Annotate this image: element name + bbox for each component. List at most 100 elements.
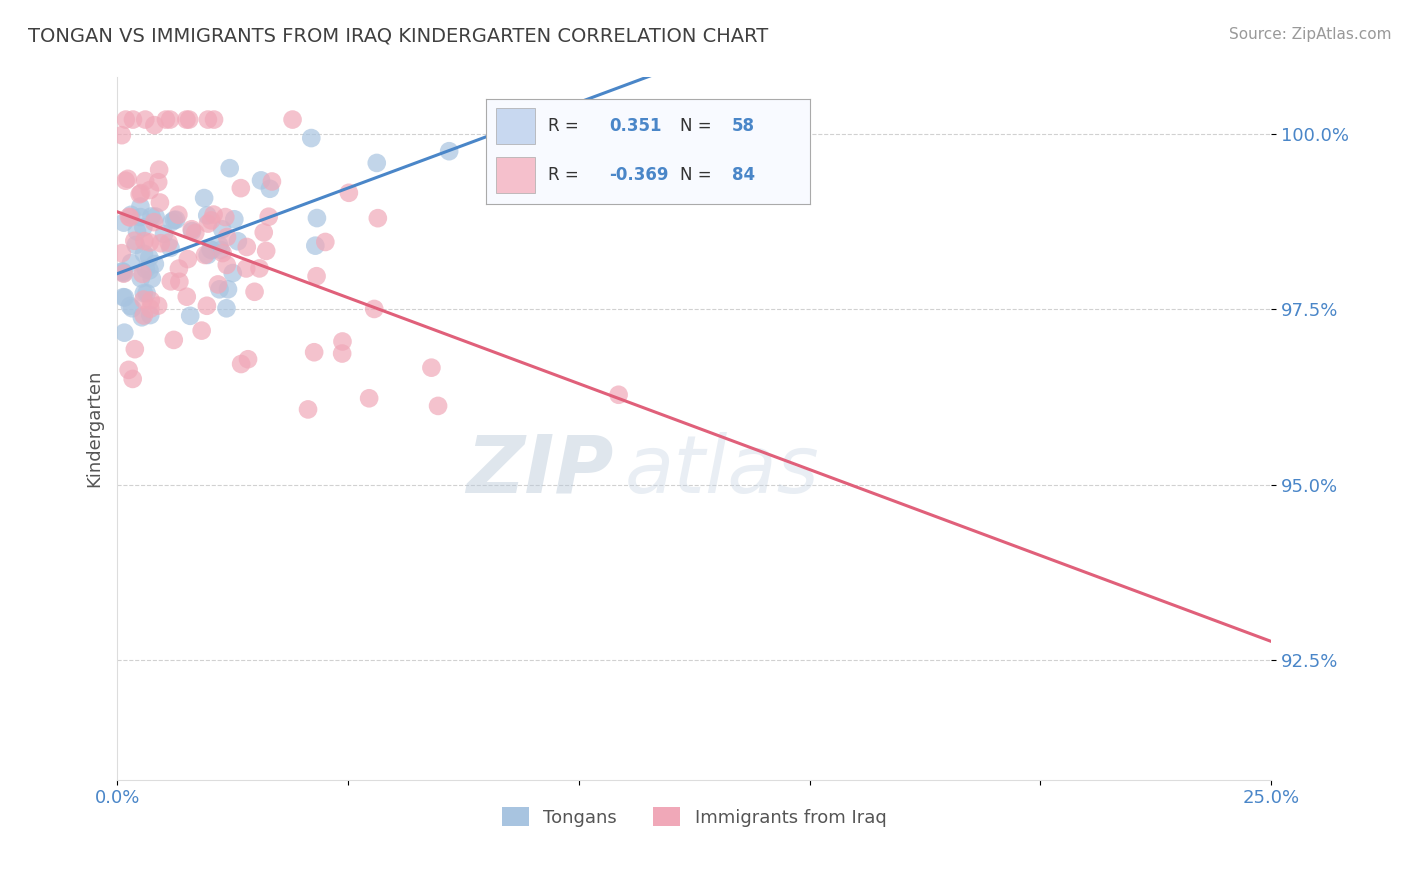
Point [177,252,200,266]
Point [112,267,135,281]
Point [141,271,163,285]
Point [160,215,183,229]
Point [155,112,177,127]
Point [163,333,186,347]
Point [143,257,166,271]
Point [305,211,328,225]
Point [176,112,198,127]
Point [132,247,155,261]
Point [149,236,172,251]
Point [190,324,212,338]
Point [229,181,252,195]
Point [129,210,152,224]
Point [215,258,238,272]
Point [302,345,325,359]
Text: Source: ZipAtlas.com: Source: ZipAtlas.com [1229,27,1392,42]
Point [200,243,222,257]
Point [226,234,249,248]
Point [209,243,232,257]
Point [297,402,319,417]
Point [195,208,218,222]
Point [132,309,155,323]
Point [141,210,163,224]
Point [259,182,281,196]
Point [197,217,219,231]
Point [169,275,191,289]
Point [153,227,176,241]
Point [135,262,157,277]
Point [165,212,187,227]
Point [139,235,162,250]
Point [211,246,233,260]
Point [143,118,166,132]
Point [229,357,252,371]
Point [112,290,135,304]
Point [114,112,136,127]
Point [117,171,139,186]
Point [314,235,336,249]
Point [139,308,162,322]
Point [149,195,172,210]
Point [179,112,201,127]
Point [359,392,381,406]
Point [427,399,450,413]
Point [236,352,259,367]
Point [202,208,225,222]
Point [111,264,134,278]
Point [129,186,152,201]
Point [163,213,186,227]
Point [193,191,215,205]
Point [207,277,229,292]
Point [112,266,135,280]
Y-axis label: Kindergarten: Kindergarten [86,370,103,487]
Point [121,301,143,316]
Point [249,261,271,276]
Point [124,342,146,356]
Point [222,266,245,280]
Point [332,334,354,349]
Point [337,186,360,200]
Point [184,226,207,240]
Point [197,248,219,262]
Point [437,145,460,159]
Text: TONGAN VS IMMIGRANTS FROM IRAQ KINDERGARTEN CORRELATION CHART: TONGAN VS IMMIGRANTS FROM IRAQ KINDERGAR… [28,27,768,45]
Point [139,301,162,316]
Point [138,263,160,277]
Point [214,210,236,224]
Point [114,174,136,188]
Point [420,360,443,375]
Point [132,220,155,235]
Point [120,211,142,225]
Point [253,226,276,240]
Point [112,264,135,278]
Point [257,210,280,224]
Point [202,112,225,127]
Point [146,299,169,313]
Point [157,235,180,250]
Point [194,248,217,262]
Point [111,246,134,260]
Text: ZIP: ZIP [465,432,613,509]
Point [215,230,238,244]
Point [179,309,201,323]
Point [200,243,222,257]
Point [148,162,170,177]
Point [139,293,162,308]
Point [120,208,142,222]
Point [128,187,150,202]
Point [159,241,181,255]
Point [159,274,181,288]
Point [122,112,145,127]
Point [367,211,389,226]
Point [218,161,240,176]
Point [208,282,231,296]
Point [176,290,198,304]
Text: atlas: atlas [624,432,820,509]
Point [117,363,139,377]
Point [125,224,148,238]
Point [118,210,141,224]
Point [167,261,190,276]
Point [132,293,155,307]
Point [145,210,167,224]
Point [129,271,152,285]
